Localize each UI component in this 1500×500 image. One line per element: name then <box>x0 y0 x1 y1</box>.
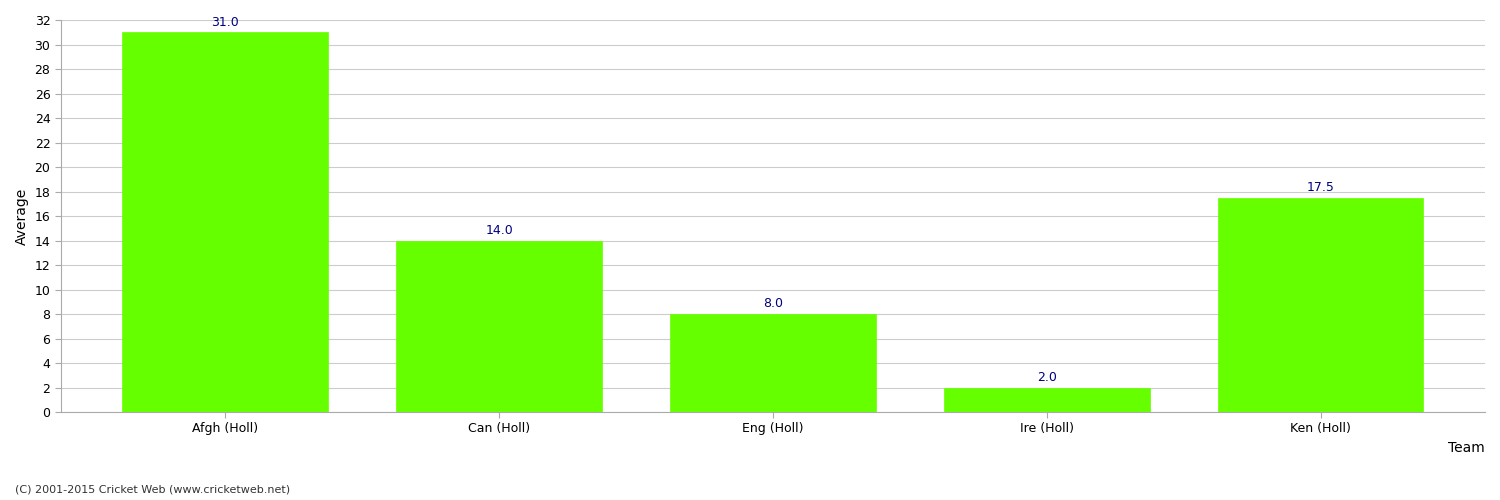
Text: 14.0: 14.0 <box>484 224 513 237</box>
Text: (C) 2001-2015 Cricket Web (www.cricketweb.net): (C) 2001-2015 Cricket Web (www.cricketwe… <box>15 485 290 495</box>
Text: 8.0: 8.0 <box>764 298 783 310</box>
Text: 31.0: 31.0 <box>211 16 238 28</box>
Y-axis label: Average: Average <box>15 188 28 244</box>
Bar <box>123 32 328 412</box>
Bar <box>944 388 1149 412</box>
Bar <box>670 314 876 412</box>
Bar <box>1218 198 1423 412</box>
Text: 2.0: 2.0 <box>1036 371 1056 384</box>
Bar <box>396 240 602 412</box>
X-axis label: Team: Team <box>1448 441 1485 455</box>
Text: 17.5: 17.5 <box>1306 181 1335 194</box>
